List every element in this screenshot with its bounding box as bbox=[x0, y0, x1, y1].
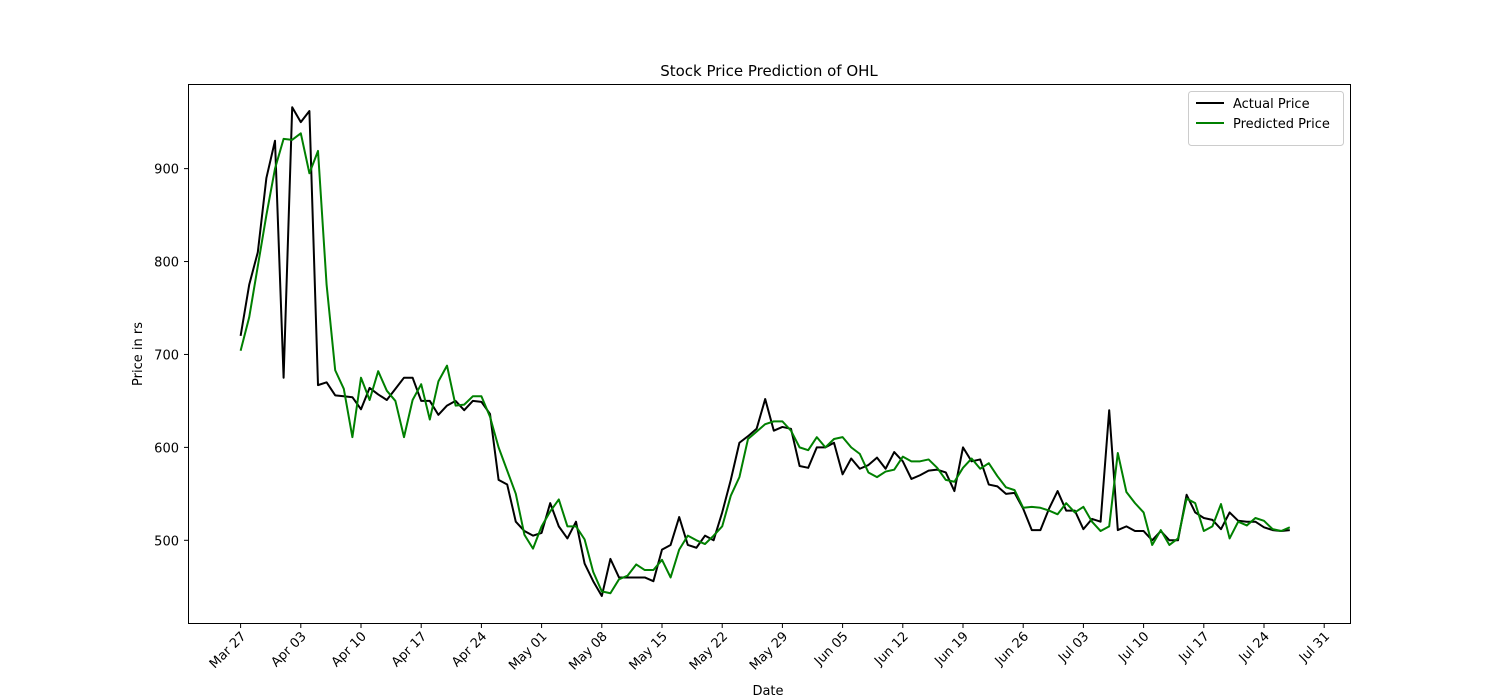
chart-title: Stock Price Prediction of OHL bbox=[660, 62, 878, 80]
y-tick-label: 800 bbox=[154, 256, 179, 271]
legend-box bbox=[1188, 91, 1344, 146]
series-line-predicted-price bbox=[239, 132, 1291, 595]
y-axis-label: Price in rs bbox=[131, 322, 146, 386]
legend: Actual Price Predicted Price bbox=[1188, 91, 1344, 146]
y-tick-label: 900 bbox=[154, 163, 179, 178]
legend-label: Predicted Price bbox=[1233, 117, 1330, 132]
y-tick-label: 600 bbox=[154, 441, 179, 456]
y-tick-label: 700 bbox=[154, 348, 179, 363]
x-axis-label: Date bbox=[752, 684, 783, 699]
y-axis: 500 600 700 800 900 bbox=[154, 163, 189, 549]
y-tick-label: 500 bbox=[154, 534, 179, 549]
series-line-actual-price bbox=[239, 106, 1290, 598]
series-layer bbox=[239, 106, 1291, 598]
legend-label: Actual Price bbox=[1233, 97, 1310, 112]
